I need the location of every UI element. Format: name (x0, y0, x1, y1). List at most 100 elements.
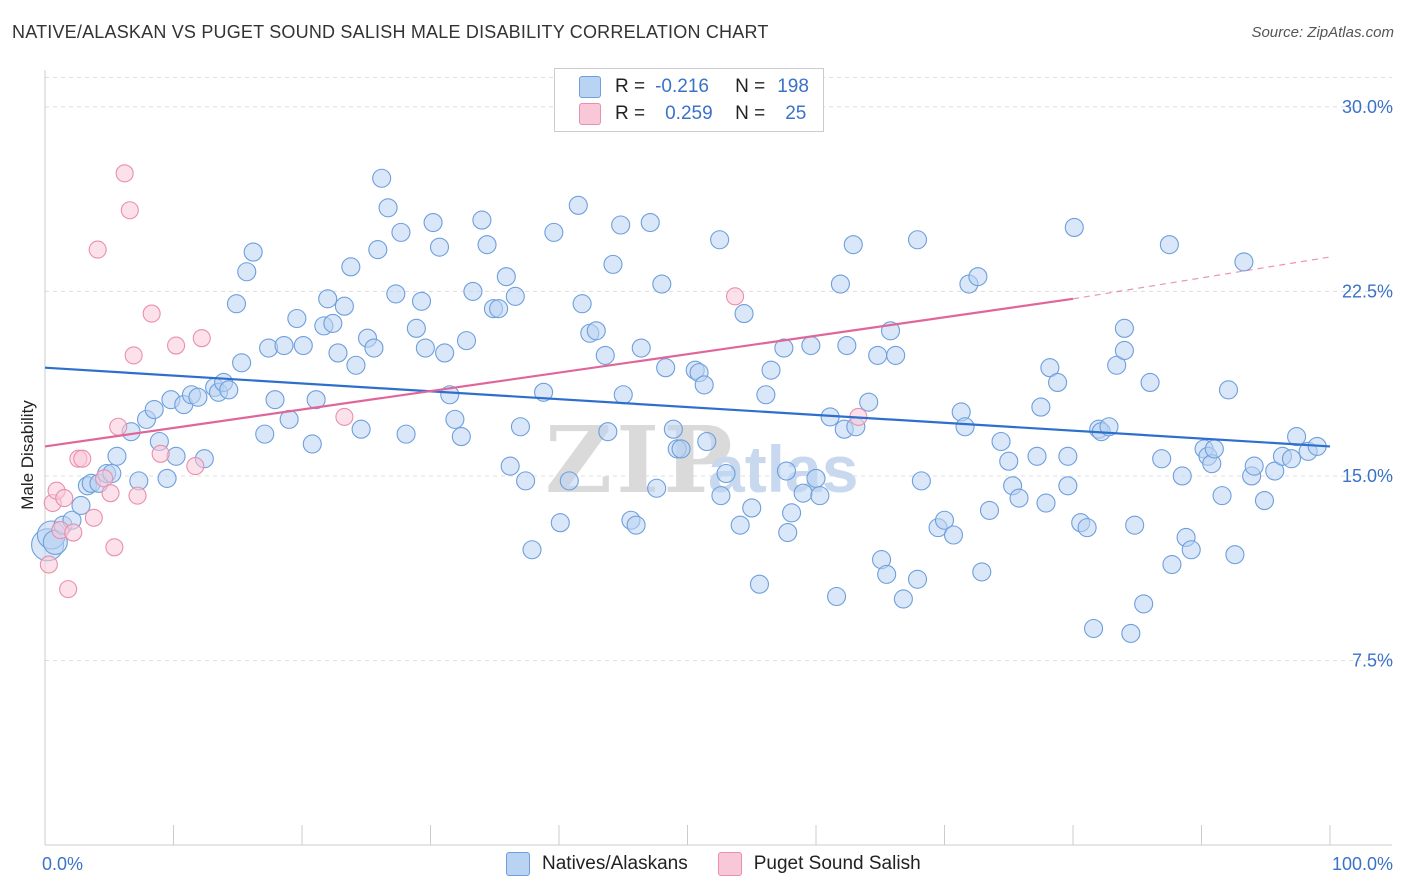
data-point-natives (386, 284, 406, 304)
data-point-natives (1265, 461, 1285, 481)
data-point-natives (559, 471, 579, 491)
legend-n-label: N = (735, 76, 766, 97)
data-point-salish (39, 555, 58, 574)
data-point-natives (423, 212, 443, 233)
data-point-natives (595, 345, 615, 365)
data-point-natives (859, 392, 879, 412)
data-point-natives (1058, 476, 1078, 496)
data-point-natives (1140, 372, 1160, 393)
data-point-natives (877, 564, 897, 584)
data-point-natives (907, 230, 928, 250)
data-point-natives (626, 515, 646, 535)
tick-labels: 7.5% 15.0% 22.5% 30.0% 0.0% 100.0% (42, 97, 1393, 874)
data-point-natives (1162, 554, 1182, 575)
data-point-salish (192, 329, 211, 348)
legend-label-salish: Puget Sound Salish (753, 853, 921, 874)
data-point-natives (1225, 545, 1245, 565)
data-point-natives (778, 522, 798, 543)
data-point-natives (893, 589, 913, 609)
data-point-natives (232, 353, 252, 373)
data-point-natives (999, 451, 1019, 471)
data-point-natives (1159, 235, 1179, 255)
data-point-salish (186, 457, 205, 476)
data-point-natives (830, 274, 850, 294)
data-point-natives (534, 382, 554, 402)
data-point-natives (716, 463, 736, 484)
data-point-salish (101, 484, 120, 503)
data-point-natives (451, 427, 471, 447)
data-point-natives (613, 385, 633, 405)
data-point-natives (287, 308, 307, 329)
data-point-natives (274, 336, 294, 356)
data-point-natives (734, 304, 754, 324)
legend-item-natives[interactable]: Natives/Alaskans (506, 852, 688, 876)
data-point-natives (1152, 449, 1172, 469)
data-point-natives (697, 431, 717, 452)
data-point-salish (55, 489, 74, 508)
data-point-natives (107, 446, 127, 466)
data-point-natives (496, 267, 516, 287)
data-point-salish (128, 486, 147, 505)
data-point-natives (477, 235, 497, 255)
data-point-natives (237, 262, 257, 282)
data-point-natives (694, 375, 714, 395)
data-point-natives (489, 299, 509, 319)
data-point-natives (1036, 493, 1056, 513)
data-point-natives (440, 385, 460, 405)
data-point-natives (711, 486, 731, 506)
data-point-salish (59, 580, 78, 599)
data-point-natives (1287, 427, 1307, 447)
data-point-natives (793, 483, 813, 503)
data-point-natives (968, 267, 988, 287)
legend-row-salish: R = 0.259 N = 25 (579, 102, 806, 126)
data-point-natives (1181, 540, 1201, 560)
data-point-natives (774, 338, 794, 358)
legend-item-salish[interactable]: Puget Sound Salish (717, 852, 921, 876)
data-point-natives (955, 417, 975, 437)
data-point-natives (934, 510, 955, 530)
data-point-natives (730, 515, 750, 535)
data-point-natives (991, 431, 1011, 452)
data-point-salish (115, 164, 134, 183)
data-point-natives (1048, 372, 1068, 393)
data-point-natives (505, 286, 525, 306)
data-point-natives (631, 338, 651, 358)
data-point-natives (972, 562, 992, 582)
y-tick-label: 22.5% (1342, 281, 1393, 301)
data-point-salish (73, 449, 92, 468)
legend-row-natives: R = -0.216 N = 198 (579, 75, 809, 99)
data-point-natives (1114, 340, 1134, 361)
data-point-natives (302, 434, 322, 454)
stats-legend: R = -0.216 N = 198 R = 0.259 N = 25 (554, 68, 824, 132)
data-point-natives (226, 294, 247, 314)
data-point-natives (293, 336, 313, 356)
data-point-salish (88, 240, 107, 259)
data-point-natives (1099, 417, 1119, 437)
data-point-natives (1084, 618, 1104, 639)
data-point-natives (598, 422, 618, 442)
data-point-natives (810, 486, 830, 506)
data-point-natives (742, 498, 762, 518)
data-point-natives (255, 424, 275, 444)
data-point-natives (710, 230, 730, 250)
data-point-natives (445, 409, 465, 429)
data-point-natives (328, 343, 348, 363)
data-point-salish (151, 444, 170, 463)
data-point-natives (243, 242, 263, 262)
data-point-natives (188, 387, 208, 407)
trend-line-salish (44, 297, 1074, 448)
data-point-natives (761, 360, 781, 380)
data-point-natives (1040, 358, 1060, 378)
data-point-natives (500, 456, 520, 476)
data-point-salish (725, 287, 745, 306)
data-point-natives (406, 318, 426, 338)
data-point-natives (1009, 488, 1029, 508)
legend-n-label: N = (735, 103, 766, 124)
y-tick-label: 15.0% (1342, 466, 1393, 486)
data-point-natives (943, 525, 964, 545)
data-point-natives (1204, 439, 1224, 459)
data-point-natives (516, 471, 536, 491)
data-point-natives (868, 345, 888, 365)
x-tick-label-min: 0.0% (42, 854, 83, 874)
data-point-natives (907, 569, 928, 589)
